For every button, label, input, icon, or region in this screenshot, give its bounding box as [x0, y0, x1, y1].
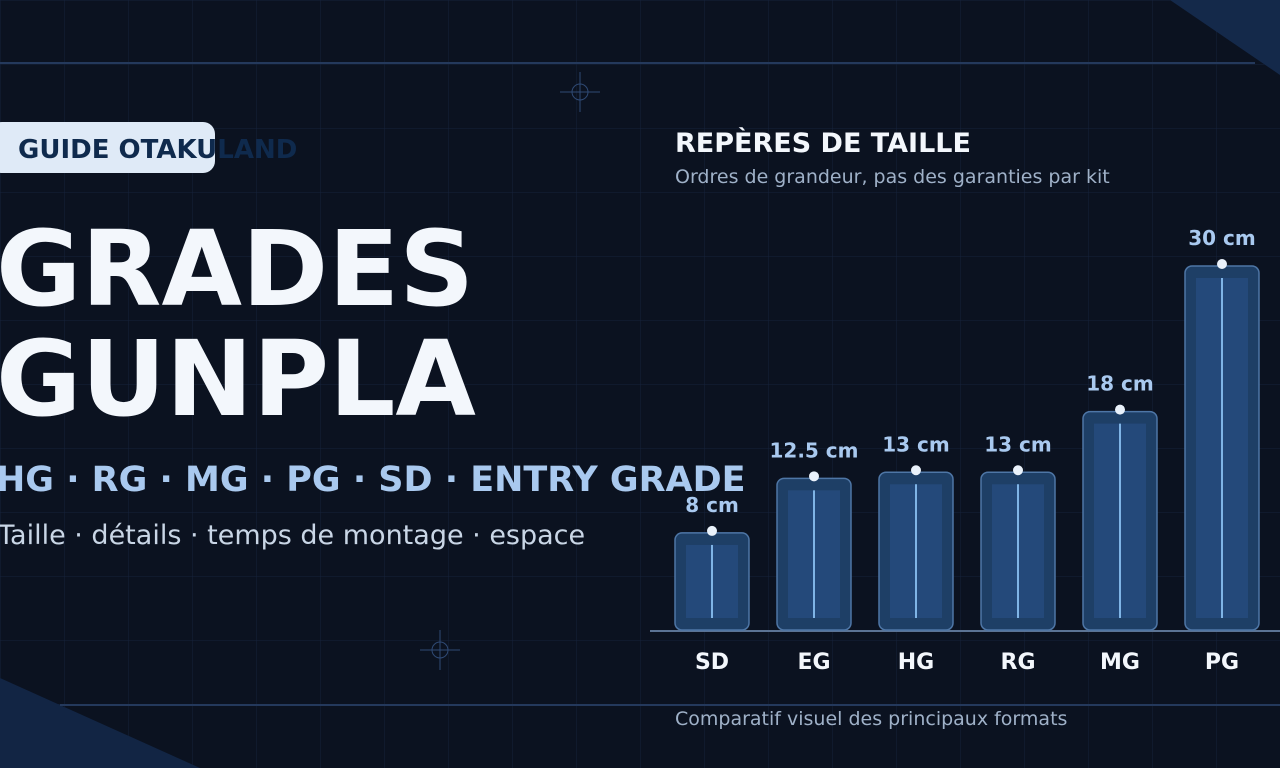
x-tick-label: RG [1001, 650, 1036, 675]
x-tick-label: EG [797, 650, 830, 675]
value-label: 8 cm [685, 493, 739, 517]
value-label: 18 cm [1086, 372, 1154, 396]
x-tick-label: MG [1100, 650, 1140, 675]
value-label: 30 cm [1188, 226, 1256, 250]
corner-decoration [0, 678, 200, 768]
badge-text: GUIDE OTAKULAND [18, 135, 297, 165]
bar-dot [707, 525, 717, 536]
value-label: 13 cm [984, 432, 1052, 456]
bar-dot [809, 471, 819, 482]
bar-dot [1217, 259, 1227, 269]
corner-decoration [1170, 0, 1280, 75]
x-tick-label: SD [695, 650, 729, 675]
grades-line: HG · RG · MG · PG · SD · ENTRY GRADE [0, 460, 746, 500]
bar-dot [911, 465, 921, 476]
chart-subtitle: Ordres de grandeur, pas des garanties pa… [675, 166, 1110, 188]
crosshair [560, 72, 600, 112]
value-label: 13 cm [882, 432, 950, 456]
headline: GUNPLA [0, 318, 476, 440]
chart-title: REPÈRES DE TAILLE [675, 127, 971, 159]
headline: GRADES [0, 208, 474, 330]
chart-caption: Comparatif visuel des principaux formats [675, 708, 1067, 730]
value-label: 12.5 cm [769, 438, 858, 462]
x-tick-label: HG [898, 650, 934, 675]
bar-dot [1115, 404, 1125, 415]
tagline: Taille · détails · temps de montage · es… [0, 520, 585, 551]
bar-dot [1013, 465, 1023, 476]
crosshair [420, 630, 460, 670]
badge [0, 122, 215, 173]
x-tick-label: PG [1205, 650, 1239, 675]
